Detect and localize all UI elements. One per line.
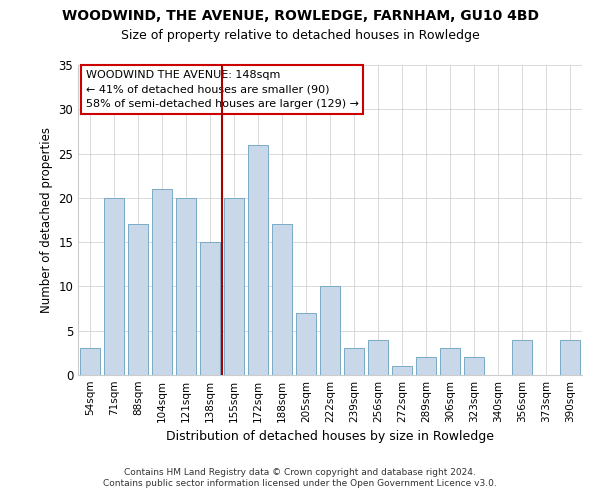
Bar [392,366,412,375]
Text: Size of property relative to detached houses in Rowledge: Size of property relative to detached ho… [121,30,479,43]
Bar [320,286,340,375]
Bar [296,313,316,375]
Bar [512,340,532,375]
Bar [104,198,124,375]
Bar [80,348,100,375]
Bar [272,224,292,375]
Text: WOODWIND, THE AVENUE, ROWLEDGE, FARNHAM, GU10 4BD: WOODWIND, THE AVENUE, ROWLEDGE, FARNHAM,… [62,8,539,22]
Bar [176,198,196,375]
Bar [224,198,244,375]
Bar [560,340,580,375]
Bar [128,224,148,375]
Bar [368,340,388,375]
Bar [344,348,364,375]
Bar [440,348,460,375]
Y-axis label: Number of detached properties: Number of detached properties [40,127,53,313]
Text: Contains HM Land Registry data © Crown copyright and database right 2024.
Contai: Contains HM Land Registry data © Crown c… [103,468,497,487]
Bar [200,242,220,375]
X-axis label: Distribution of detached houses by size in Rowledge: Distribution of detached houses by size … [166,430,494,444]
Bar [464,358,484,375]
Bar [152,189,172,375]
Text: WOODWIND THE AVENUE: 148sqm
← 41% of detached houses are smaller (90)
58% of sem: WOODWIND THE AVENUE: 148sqm ← 41% of det… [86,70,359,110]
Bar [248,144,268,375]
Bar [416,358,436,375]
